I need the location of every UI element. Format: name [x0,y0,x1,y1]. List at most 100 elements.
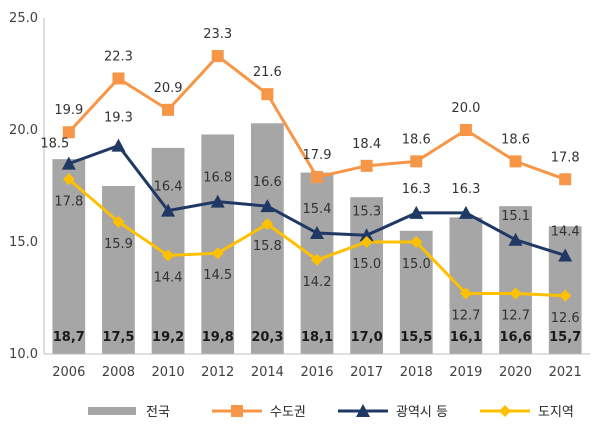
legend-label-metro: 광역시 등 [396,405,448,420]
legend-marker-province [499,405,511,417]
marker-province [459,287,472,300]
label-province: 14.2 [303,275,332,290]
label-metro: 19.3 [104,111,133,126]
marker-capital [162,103,175,116]
label-province: 12.7 [501,309,530,324]
marker-metro [409,205,424,219]
y-tick-label: 10.0 [9,347,38,362]
bar-value-label: 16,1 [450,330,482,345]
label-capital: 21.6 [253,65,282,80]
x-tick-label: 2006 [52,365,85,380]
bar-value-label: 18,7 [53,330,85,345]
label-province: 17.8 [54,194,83,209]
marker-capital [410,155,423,168]
x-tick-label: 2019 [449,365,482,380]
x-tick-label: 2021 [549,365,582,380]
label-metro: 18.5 [40,137,69,152]
bar-series [52,123,582,354]
x-tick-label: 2016 [300,365,333,380]
legend-swatch-national [88,407,136,415]
label-metro: 15.3 [352,204,381,219]
marker-metro [558,248,573,262]
x-tick-label: 2010 [152,365,185,380]
marker-capital [559,173,572,186]
label-metro: 16.4 [154,180,183,195]
bar-national [250,123,284,354]
x-tick-label: 2020 [499,365,532,380]
marker-metro [458,205,473,219]
label-capital: 18.6 [402,132,431,147]
label-province: 12.7 [451,309,480,324]
bar-value-label: 15,5 [400,330,432,345]
x-tick-label: 2017 [350,365,383,380]
marker-capital [459,124,472,136]
line-series [61,50,573,302]
label-province: 12.6 [551,311,580,326]
legend-marker-metro [356,404,370,417]
bar-national [201,134,235,354]
label-metro: 16.8 [203,171,232,186]
marker-province [112,215,125,228]
label-metro: 16.3 [402,182,431,197]
marker-metro [161,203,176,217]
label-capital: 22.3 [104,49,133,64]
marker-metro [310,226,324,240]
label-metro: 15.1 [501,209,530,224]
marker-metro [359,228,374,242]
bar-value-label: 17,0 [351,330,383,345]
label-capital: 19.9 [54,103,83,118]
marker-capital [360,159,373,172]
label-capital: 17.8 [551,150,580,165]
label-metro: 15.4 [303,202,332,217]
marker-province [410,236,423,248]
y-axis: 10.0 15.0 20.0 25.0 [9,11,38,362]
label-province: 15.9 [104,237,133,252]
y-tick-label: 20.0 [9,123,38,138]
marker-province [261,218,274,231]
marker-capital [509,155,522,168]
marker-capital [211,50,224,63]
legend-marker-capital [231,405,243,417]
label-province: 14.5 [203,268,232,283]
label-capital: 20.9 [154,81,183,96]
x-tick-label: 2018 [400,365,433,380]
marker-province [62,173,75,186]
bar-value-label: 17,5 [102,330,134,345]
marker-province [211,247,224,260]
x-tick-label: 2014 [251,365,284,380]
x-axis: 2006 2008 2010 2012 2014 2016 2017 2018 2019 2020… [52,365,581,380]
label-province: 15.8 [253,239,282,254]
marker-metro [508,232,523,246]
data-labels: 18,7 17,5 19,2 19,8 20,3 18,1 17,0 15,5 16,1 16,6… [40,27,581,345]
label-province: 14.4 [154,270,183,285]
marker-metro [61,156,76,170]
label-capital: 18.4 [352,137,381,152]
label-capital: 20.0 [451,101,480,116]
marker-province [559,289,572,302]
label-metro: 14.4 [551,224,580,239]
label-province: 15.0 [402,257,431,272]
marker-province [360,236,373,248]
bar-national [449,217,483,354]
legend-label-capital: 수도권 [270,405,306,420]
bar-value-label: 18,1 [301,330,333,345]
label-capital: 23.3 [203,27,232,42]
legend: 전국 수도권 광역시 등 도지역 [88,404,574,420]
marker-capital [261,88,274,101]
marker-metro [210,194,225,208]
bar-value-label: 19,8 [202,330,234,345]
bar-value-label: 15,7 [549,330,581,345]
label-metro: 16.6 [253,175,282,190]
label-province: 15.0 [352,257,381,272]
bar-value-label: 19,2 [152,330,184,345]
marker-capital [62,126,75,139]
legend-label-province: 도지역 [538,405,574,420]
bar-national [499,206,532,354]
marker-province [311,253,323,266]
label-capital: 17.9 [303,148,332,163]
marker-capital [112,72,125,85]
marker-province [509,287,522,300]
bar-value-label: 20,3 [251,330,283,345]
marker-province [162,249,175,262]
